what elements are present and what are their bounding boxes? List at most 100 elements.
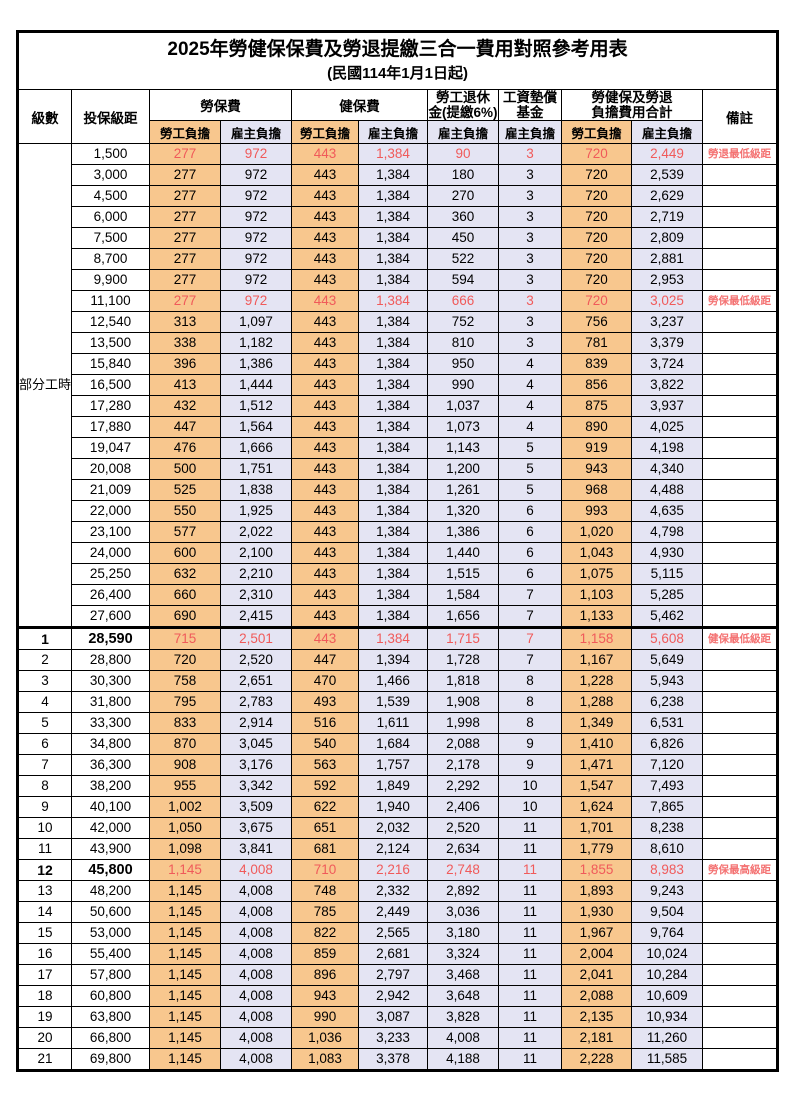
value-cell: 3,025 [631,290,703,312]
value-cell: 4 [498,374,562,396]
value-cell: 1,384 [358,563,428,585]
value-cell: 2,953 [631,269,703,291]
remark-cell [701,374,779,396]
value-cell: 1,384 [358,458,428,480]
value-cell: 1,386 [427,521,499,543]
table-row: 12 45,800 1,145 4,008 710 2,216 2,748 11 1,855 8,… [17,859,779,881]
value-cell: 1,539 [358,691,428,713]
remark-cell [701,1027,779,1049]
value-cell: 1,940 [358,796,428,818]
value-cell: 1,893 [561,880,632,902]
value-cell: 1,471 [561,754,632,776]
remark-cell [701,269,779,291]
remark-cell [701,395,779,417]
value-cell: 90 [427,143,499,165]
remark-cell [701,521,779,543]
value-cell: 2,520 [220,649,292,671]
table-row: 16,500 413 1,444 443 1,384 990 4 856 3,822 [18,374,779,396]
salary-bracket-cell: 8,700 [71,248,150,270]
remark-cell [701,500,779,522]
remark-cell: 勞保最低級距 [701,290,779,312]
value-cell: 1,200 [427,458,499,480]
value-cell: 4 [498,353,562,375]
value-cell: 1,386 [220,353,292,375]
value-cell: 3 [498,311,562,333]
value-cell: 1,384 [358,605,428,628]
value-cell: 1,145 [149,985,221,1007]
value-cell: 1,083 [291,1048,359,1071]
value-cell: 5,608 [631,626,703,650]
value-cell: 447 [149,416,221,438]
value-cell: 5,649 [631,649,703,671]
salary-bracket-cell: 16,500 [71,374,150,396]
value-cell: 10,609 [631,985,703,1007]
value-cell: 11 [498,922,562,944]
salary-bracket-cell: 34,800 [71,733,150,755]
value-cell: 3 [498,227,562,249]
value-cell: 681 [291,838,359,860]
salary-bracket-cell: 36,300 [71,754,150,776]
value-cell: 3,087 [358,1006,428,1028]
col-header-labor-insurance: 勞保費 [149,89,292,121]
value-cell: 4,008 [220,985,292,1007]
value-cell: 443 [291,143,359,165]
value-cell: 990 [291,1006,359,1028]
value-cell: 3 [498,332,562,354]
salary-bracket-cell: 66,800 [71,1027,150,1049]
table-row: 6 34,800 870 3,045 540 1,684 2,088 9 1,410 6,826 [17,733,779,755]
value-cell: 413 [149,374,221,396]
subheader-health-employee: 勞工負擔 [291,120,359,144]
table-row: 3,000 277 972 443 1,384 180 3 720 2,539 [18,164,779,186]
value-cell: 9,764 [631,922,703,944]
remark-cell [701,691,779,713]
value-cell: 443 [291,584,359,606]
value-cell: 443 [291,374,359,396]
value-cell: 3,233 [358,1027,428,1049]
page-title: 2025年勞健保保費及勞退提繳三合一費用對照參考用表 [167,39,628,60]
value-cell: 8,238 [631,817,703,839]
value-cell: 1,143 [427,437,499,459]
value-cell: 277 [149,269,221,291]
table-row: 9 40,100 1,002 3,509 622 1,940 2,406 10 1,624 7,8… [17,796,779,818]
remark-cell: 健保最低級距 [701,626,779,650]
page-subtitle: (民國114年1月1日起) [327,65,468,82]
premium-table: 2025年勞健保保費及勞退提繳三合一費用對照參考用表 (民國114年1月1日起)… [16,30,780,1072]
value-cell: 1,261 [427,479,499,501]
table-row: 1 28,590 715 2,501 443 1,384 1,715 7 1,158 5,608 健… [17,626,779,650]
value-cell: 594 [427,269,499,291]
value-cell: 10,934 [631,1006,703,1028]
table-row: 11,100 277 972 443 1,384 666 3 720 3,025 勞保最低級距 [18,290,779,312]
level-cell: 16 [17,943,72,965]
value-cell: 4,008 [220,901,292,923]
value-cell: 2,100 [220,542,292,564]
remark-cell [701,185,779,207]
value-cell: 4,008 [220,943,292,965]
table-row: 4,500 277 972 443 1,384 270 3 720 2,629 [18,185,779,207]
value-cell: 859 [291,943,359,965]
value-cell: 3,176 [220,754,292,776]
value-cell: 8 [498,712,562,734]
value-cell: 11,260 [631,1027,703,1049]
salary-bracket-cell: 9,900 [71,269,150,291]
table-row: 23,100 577 2,022 443 1,384 1,386 6 1,020 4,798 [18,521,779,543]
value-cell: 516 [291,712,359,734]
value-cell: 443 [291,437,359,459]
value-cell: 5 [498,479,562,501]
value-cell: 11 [498,880,562,902]
value-cell: 443 [291,311,359,333]
value-cell: 3,937 [631,395,703,417]
value-cell: 833 [149,712,221,734]
value-cell: 715 [149,626,221,650]
value-cell: 795 [149,691,221,713]
value-cell: 666 [427,290,499,312]
value-cell: 443 [291,332,359,354]
value-cell: 2,748 [427,859,499,881]
value-cell: 4,798 [631,521,703,543]
remark-cell [701,796,779,818]
value-cell: 3,841 [220,838,292,860]
remark-cell [701,943,779,965]
value-cell: 493 [291,691,359,713]
value-cell: 4,635 [631,500,703,522]
remark-cell [701,458,779,480]
value-cell: 2,892 [427,880,499,902]
